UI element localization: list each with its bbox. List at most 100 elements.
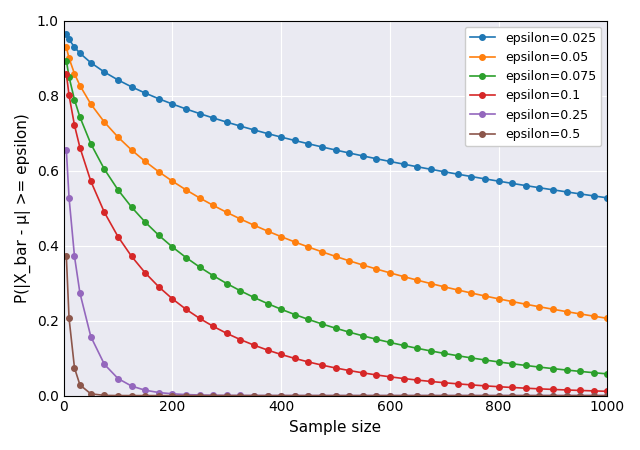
epsilon=0.075	[70, 97, 78, 103]
epsilon=0.5	[141, 393, 149, 398]
epsilon=0.1	[440, 380, 448, 385]
epsilon=0.025	[536, 185, 543, 190]
epsilon=0.25	[141, 387, 149, 393]
epsilon=0.5	[522, 393, 530, 398]
epsilon=0.025	[264, 131, 271, 136]
epsilon=0.25	[305, 393, 312, 398]
epsilon=0.1	[76, 145, 84, 150]
Line: epsilon=0.1: epsilon=0.1	[63, 71, 610, 394]
epsilon=0.075	[440, 351, 448, 356]
epsilon=0.1	[413, 378, 421, 383]
epsilon=0.075	[359, 333, 367, 338]
epsilon=0.075	[399, 343, 407, 348]
epsilon=0.1	[63, 71, 70, 76]
epsilon=0.25	[196, 392, 204, 398]
epsilon=0.075	[196, 264, 204, 270]
epsilon=0.075	[318, 321, 326, 327]
epsilon=0.1	[604, 389, 611, 394]
epsilon=0.5	[318, 393, 326, 398]
epsilon=0.075	[223, 281, 230, 286]
epsilon=0.05	[359, 262, 367, 268]
epsilon=0.025	[549, 187, 557, 193]
epsilon=0.25	[209, 392, 217, 398]
epsilon=0.075	[522, 363, 530, 368]
epsilon=0.05	[413, 277, 421, 283]
epsilon=0.075	[168, 244, 176, 250]
epsilon=0.5	[536, 393, 543, 398]
epsilon=0.1	[590, 388, 598, 394]
epsilon=0.5	[427, 393, 435, 398]
epsilon=0.5	[291, 393, 299, 398]
epsilon=0.05	[495, 296, 502, 302]
epsilon=0.05	[70, 71, 78, 76]
epsilon=0.025	[522, 183, 530, 188]
epsilon=0.05	[128, 147, 136, 153]
epsilon=0.1	[87, 179, 95, 184]
epsilon=0.025	[359, 153, 367, 158]
epsilon=0.05	[76, 83, 84, 88]
epsilon=0.025	[481, 176, 489, 182]
epsilon=0.075	[237, 288, 244, 293]
epsilon=0.025	[100, 69, 108, 75]
epsilon=0.05	[427, 281, 435, 286]
epsilon=0.05	[372, 266, 380, 272]
epsilon=0.025	[70, 45, 78, 50]
epsilon=0.1	[182, 306, 190, 312]
epsilon=0.25	[237, 393, 244, 398]
Line: epsilon=0.5: epsilon=0.5	[63, 254, 610, 398]
epsilon=0.05	[549, 306, 557, 312]
epsilon=0.1	[563, 387, 570, 393]
epsilon=0.075	[305, 317, 312, 322]
epsilon=0.5	[87, 391, 95, 396]
epsilon=0.075	[114, 187, 122, 193]
epsilon=0.25	[291, 393, 299, 398]
epsilon=0.5	[168, 393, 176, 398]
epsilon=0.25	[577, 393, 584, 398]
epsilon=0.1	[114, 234, 122, 239]
epsilon=0.075	[141, 220, 149, 225]
epsilon=0.075	[182, 255, 190, 260]
epsilon=0.05	[440, 284, 448, 289]
epsilon=0.075	[155, 233, 163, 238]
epsilon=0.05	[318, 249, 326, 255]
epsilon=0.1	[291, 356, 299, 361]
epsilon=0.25	[604, 393, 611, 398]
epsilon=0.05	[223, 210, 230, 215]
epsilon=0.1	[427, 379, 435, 384]
epsilon=0.025	[386, 159, 394, 164]
epsilon=0.025	[590, 193, 598, 198]
epsilon=0.25	[413, 393, 421, 398]
epsilon=0.025	[577, 191, 584, 197]
epsilon=0.075	[332, 325, 339, 331]
epsilon=0.25	[549, 393, 557, 398]
epsilon=0.075	[277, 306, 285, 312]
epsilon=0.05	[196, 195, 204, 201]
epsilon=0.025	[128, 84, 136, 90]
epsilon=0.05	[237, 216, 244, 222]
epsilon=0.25	[76, 290, 84, 296]
epsilon=0.025	[65, 37, 73, 42]
epsilon=0.1	[141, 270, 149, 275]
epsilon=0.075	[481, 357, 489, 363]
Y-axis label: P(|X_bar - μ| >= epsilon): P(|X_bar - μ| >= epsilon)	[15, 113, 31, 303]
epsilon=0.5	[277, 393, 285, 398]
epsilon=0.075	[87, 141, 95, 146]
epsilon=0.5	[114, 393, 122, 398]
epsilon=0.25	[372, 393, 380, 398]
epsilon=0.05	[563, 309, 570, 315]
epsilon=0.5	[399, 393, 407, 398]
epsilon=0.075	[536, 364, 543, 370]
epsilon=0.25	[63, 147, 70, 153]
epsilon=0.5	[468, 393, 476, 398]
epsilon=0.025	[196, 111, 204, 116]
epsilon=0.25	[100, 362, 108, 367]
epsilon=0.075	[100, 166, 108, 172]
epsilon=0.05	[100, 119, 108, 125]
epsilon=0.075	[76, 114, 84, 120]
epsilon=0.05	[264, 229, 271, 234]
epsilon=0.1	[237, 337, 244, 342]
epsilon=0.025	[63, 31, 70, 36]
epsilon=0.1	[372, 372, 380, 378]
epsilon=0.5	[237, 393, 244, 398]
epsilon=0.1	[399, 376, 407, 381]
